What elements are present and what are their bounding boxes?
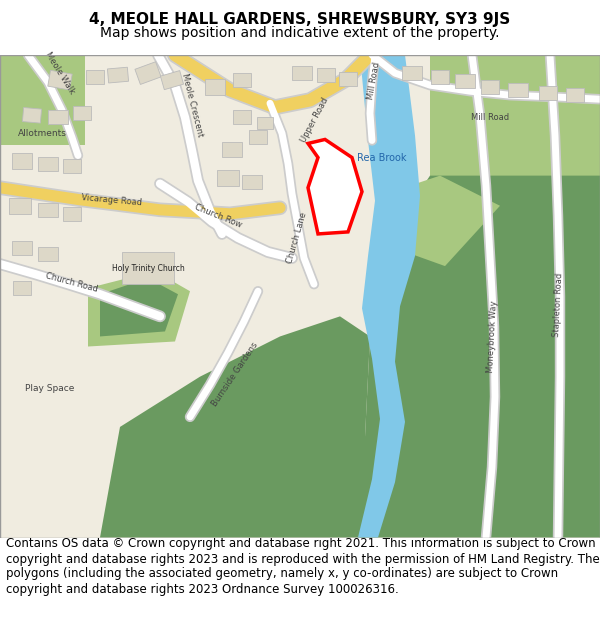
- Polygon shape: [100, 278, 178, 336]
- Text: Mill Road: Mill Road: [471, 113, 509, 122]
- Text: Mill Road: Mill Road: [366, 62, 382, 101]
- Bar: [233, 110, 251, 124]
- Bar: [86, 70, 104, 84]
- Bar: [217, 169, 239, 186]
- Text: Church Row: Church Row: [193, 202, 243, 229]
- Polygon shape: [430, 55, 600, 176]
- Bar: [38, 247, 58, 261]
- Polygon shape: [375, 176, 500, 266]
- Bar: [339, 72, 357, 86]
- Bar: [63, 207, 81, 221]
- Text: Allotments: Allotments: [17, 129, 67, 138]
- Bar: [12, 152, 32, 169]
- Text: Holy Trinity Church: Holy Trinity Church: [112, 264, 184, 272]
- Bar: [63, 159, 81, 172]
- Bar: [431, 70, 449, 84]
- Bar: [107, 68, 128, 83]
- Polygon shape: [358, 55, 420, 538]
- Bar: [73, 106, 91, 121]
- Text: Contains OS data © Crown copyright and database right 2021. This information is : Contains OS data © Crown copyright and d…: [6, 538, 600, 596]
- Bar: [38, 156, 58, 171]
- Polygon shape: [0, 55, 85, 146]
- Bar: [257, 118, 273, 129]
- Bar: [292, 66, 312, 80]
- Polygon shape: [100, 316, 370, 538]
- Text: Meole Crescent: Meole Crescent: [180, 72, 204, 138]
- Bar: [242, 174, 262, 189]
- Text: Meole Walk: Meole Walk: [43, 51, 77, 96]
- Bar: [233, 73, 251, 87]
- Bar: [566, 88, 584, 102]
- Bar: [22, 107, 41, 123]
- Bar: [9, 198, 31, 214]
- Bar: [222, 142, 242, 156]
- Polygon shape: [308, 139, 362, 234]
- Text: Upper Road: Upper Road: [299, 96, 331, 144]
- Bar: [249, 131, 267, 144]
- Bar: [160, 71, 184, 89]
- Bar: [48, 110, 68, 124]
- Bar: [38, 202, 58, 217]
- Bar: [135, 62, 161, 84]
- Text: Stapleton Road: Stapleton Road: [552, 272, 564, 336]
- Bar: [317, 68, 335, 82]
- Text: Burnside Gardens: Burnside Gardens: [210, 341, 260, 408]
- Text: Vicarage Road: Vicarage Road: [82, 192, 143, 207]
- Text: Map shows position and indicative extent of the property.: Map shows position and indicative extent…: [100, 26, 500, 39]
- Bar: [455, 74, 475, 88]
- Bar: [508, 83, 528, 98]
- Bar: [481, 80, 499, 94]
- Text: Play Space: Play Space: [25, 384, 74, 393]
- Bar: [13, 281, 31, 295]
- Polygon shape: [88, 271, 190, 346]
- Bar: [205, 79, 225, 95]
- Bar: [122, 252, 174, 284]
- Text: 4, MEOLE HALL GARDENS, SHREWSBURY, SY3 9JS: 4, MEOLE HALL GARDENS, SHREWSBURY, SY3 9…: [89, 12, 511, 27]
- Bar: [12, 241, 32, 255]
- Text: Moneybrook Way: Moneybrook Way: [485, 300, 499, 373]
- Bar: [402, 66, 422, 80]
- Polygon shape: [360, 176, 600, 538]
- Bar: [539, 86, 557, 100]
- Text: Church Lane: Church Lane: [286, 211, 308, 264]
- Text: Rea Brook: Rea Brook: [357, 152, 407, 162]
- Text: Church Road: Church Road: [45, 271, 99, 294]
- Bar: [48, 70, 72, 90]
